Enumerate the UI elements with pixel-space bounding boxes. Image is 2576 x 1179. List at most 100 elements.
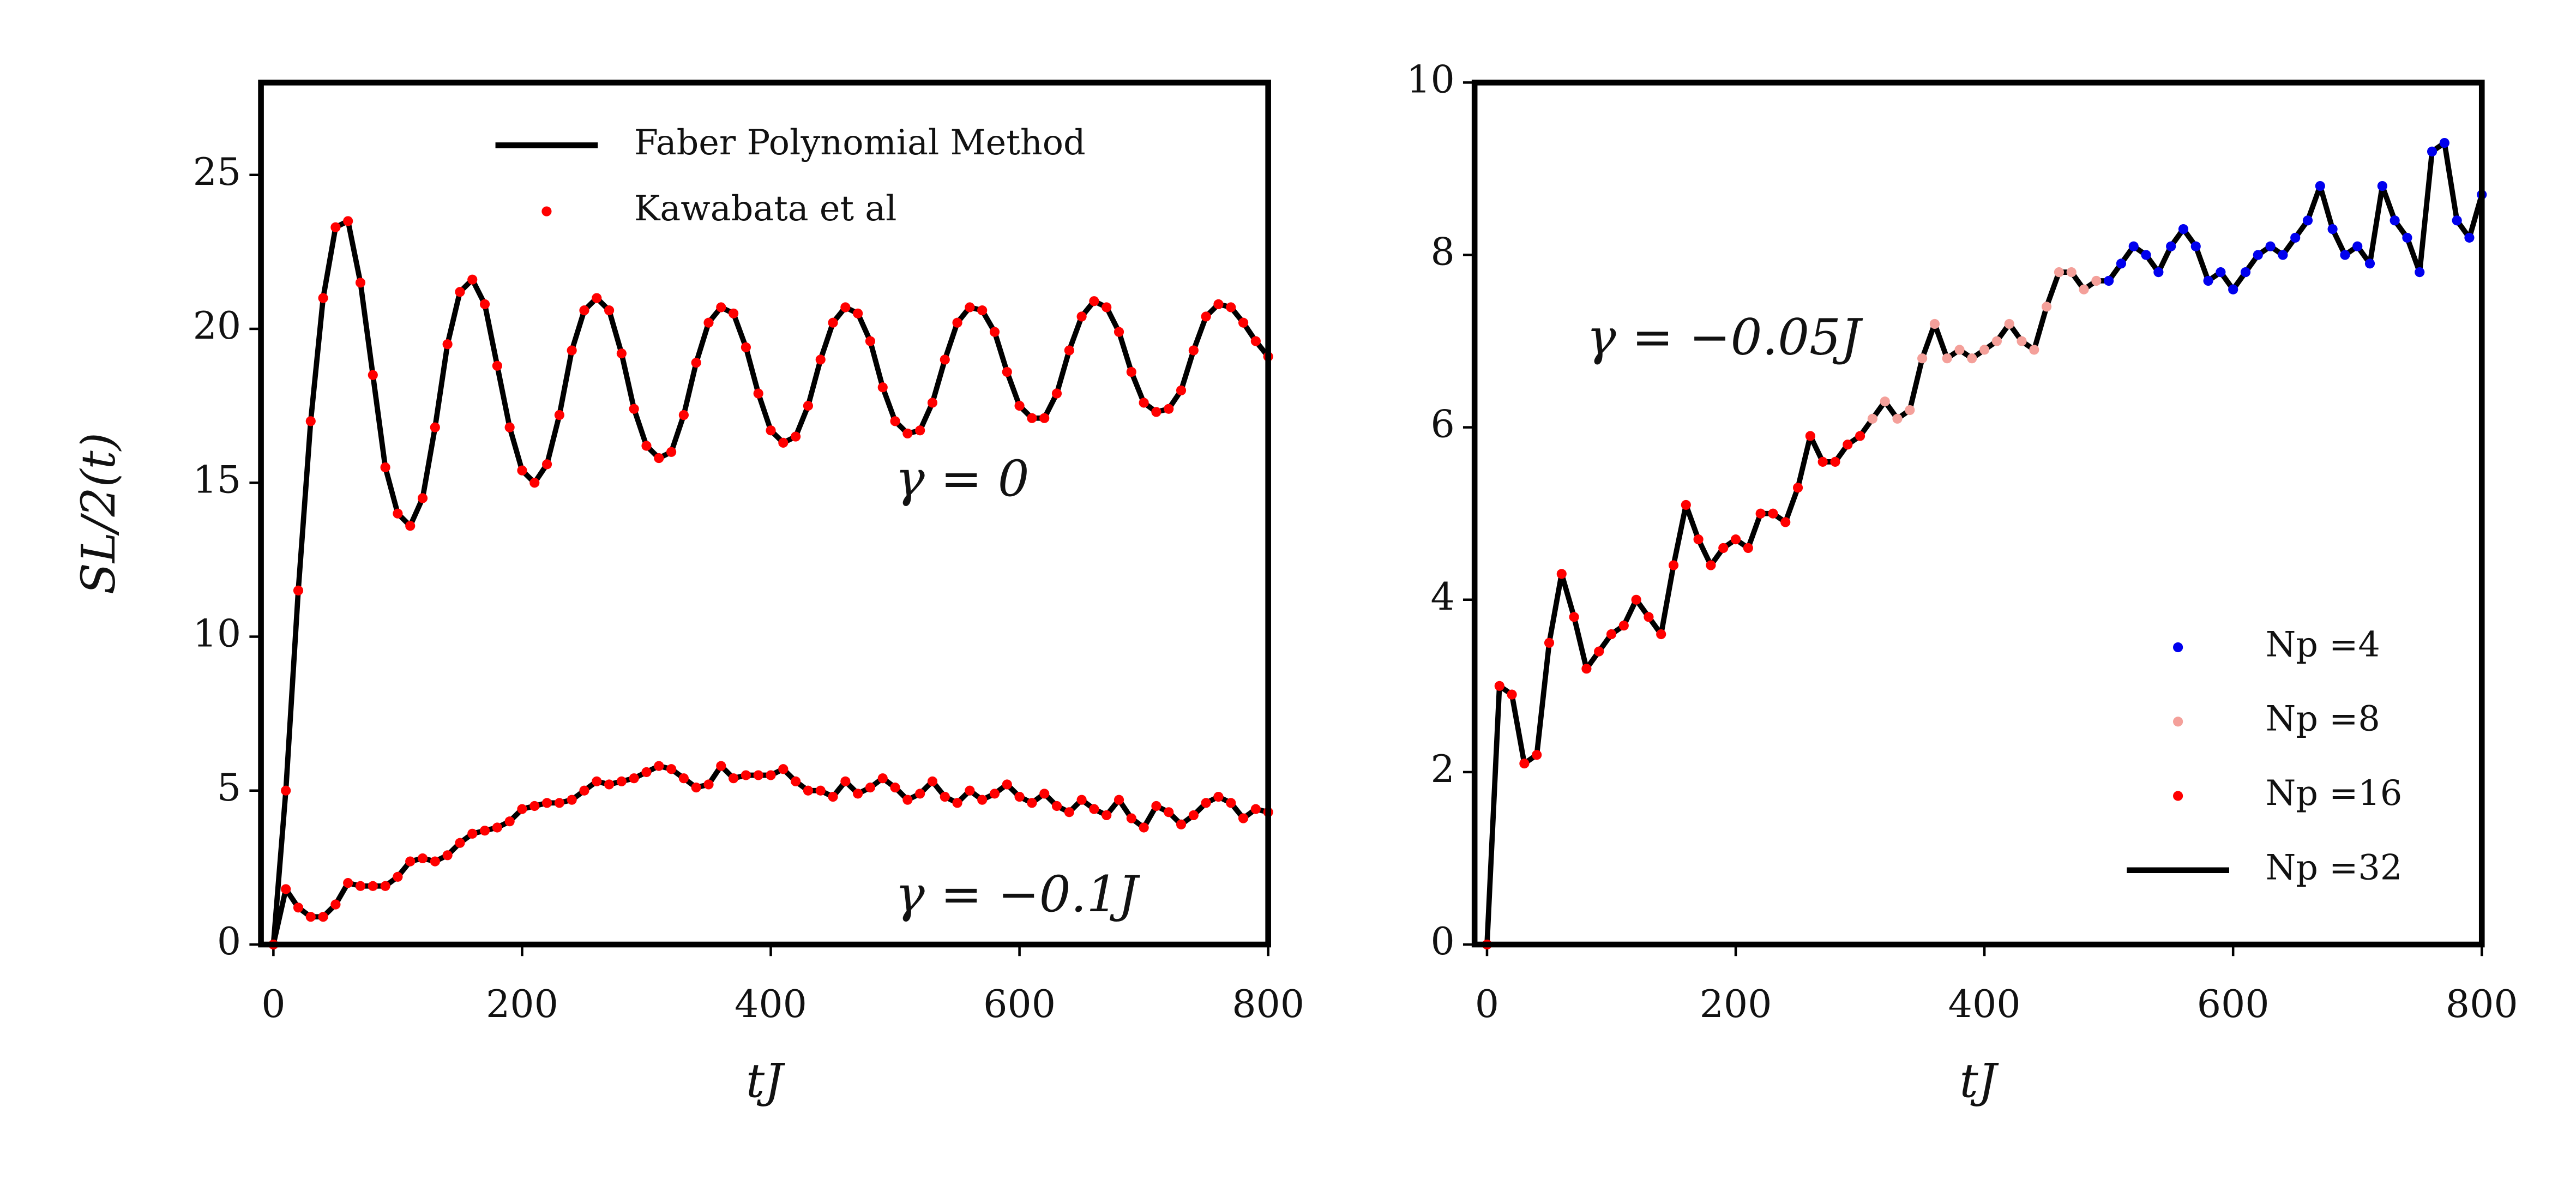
data-point: [791, 431, 801, 442]
data-point: [330, 899, 341, 910]
data-point: [1014, 401, 1025, 411]
data-point: [529, 801, 540, 811]
data-point: [1064, 345, 1074, 356]
y-tick-label: 4: [1431, 575, 1455, 619]
data-point: [592, 776, 602, 786]
data-point: [678, 410, 689, 420]
data-point: [791, 776, 801, 786]
data-point: [318, 293, 328, 303]
y-tick-label: 0: [1431, 919, 1455, 964]
data-point: [2178, 224, 2189, 234]
data-point: [691, 358, 701, 368]
data-point: [405, 521, 416, 531]
data-point: [729, 773, 739, 784]
data-line: [1484, 140, 2484, 945]
data-point: [2029, 345, 2039, 355]
data-point: [2128, 241, 2139, 251]
legend-label: Np =32: [2266, 847, 2403, 887]
data-point: [1250, 336, 1261, 346]
data-point: [1532, 750, 1542, 760]
x-tick-label: 400: [735, 982, 807, 1026]
data-point: [541, 798, 552, 808]
data-point: [2091, 275, 2102, 286]
annotation: γ = −0.1J: [895, 866, 1141, 923]
data-point: [1176, 819, 1187, 829]
data-point: [430, 856, 440, 867]
data-point: [753, 388, 763, 399]
data-point: [629, 404, 639, 414]
data-point: [1027, 798, 1037, 808]
data-point: [1164, 807, 1174, 817]
data-point: [902, 428, 913, 439]
data-point: [380, 881, 390, 891]
data-point: [902, 795, 913, 805]
data-point: [2017, 336, 2027, 346]
legend-label: Np =4: [2266, 624, 2380, 664]
legend-label: Faber Polynomial Method: [634, 122, 1086, 163]
data-point: [2464, 232, 2475, 243]
data-point: [1002, 779, 1012, 790]
data-point: [1226, 798, 1236, 808]
data-point: [616, 348, 627, 359]
data-point: [815, 785, 826, 796]
data-point: [1201, 311, 1211, 322]
data-point: [2302, 215, 2313, 226]
legend-label: Np =16: [2266, 773, 2403, 813]
data-point: [1519, 759, 1530, 769]
data-point: [853, 789, 863, 799]
data-point: [1805, 431, 1815, 441]
data-point: [1126, 813, 1136, 823]
data-point: [2166, 241, 2176, 251]
data-point: [479, 299, 490, 309]
data-point: [567, 345, 577, 356]
data-point: [281, 785, 291, 796]
y-tick-label: 0: [217, 919, 241, 964]
data-point: [1226, 302, 1236, 312]
data-point: [1494, 681, 1504, 691]
data-point: [1507, 689, 1517, 700]
data-point: [1830, 456, 1840, 467]
data-point: [840, 302, 851, 312]
data-point: [729, 308, 739, 318]
data-point: [1089, 804, 1099, 814]
data-point: [455, 838, 465, 848]
data-point: [1991, 336, 2002, 346]
data-point: [1556, 569, 1567, 579]
data-point: [467, 274, 478, 285]
data-point: [927, 398, 938, 408]
data-point: [2315, 181, 2325, 191]
data-point: [2415, 267, 2425, 278]
data-point: [1618, 621, 1629, 631]
data-point: [1867, 413, 1877, 424]
data-point: [2439, 137, 2449, 148]
data-point: [1743, 543, 1753, 554]
data-point: [753, 770, 763, 780]
data-point: [1631, 594, 1641, 605]
data-point: [641, 441, 652, 451]
y-tick-label: 20: [193, 304, 242, 348]
data-point: [604, 305, 615, 316]
data-point: [529, 478, 540, 488]
data-point: [1581, 664, 1592, 674]
data-point: [1076, 795, 1087, 805]
data-point: [1730, 534, 1741, 545]
data-point: [2153, 267, 2164, 278]
data-point: [1979, 345, 1990, 355]
data-point: [1238, 317, 1249, 328]
data-point: [1668, 560, 1679, 570]
data-point: [2390, 215, 2400, 226]
data-point: [1089, 296, 1099, 306]
data-point: [305, 912, 316, 922]
data-point: [654, 453, 664, 464]
data-point: [678, 773, 689, 784]
data-point: [666, 447, 677, 457]
data-point: [2377, 181, 2387, 191]
data-point: [815, 354, 826, 365]
x-axis-label: tJ: [1960, 1054, 1999, 1108]
data-point: [1114, 795, 1124, 805]
data-point: [1201, 798, 1211, 808]
data-point: [803, 401, 814, 411]
data-point: [1051, 801, 1062, 811]
data-point: [1855, 431, 1865, 441]
data-point: [915, 425, 925, 436]
